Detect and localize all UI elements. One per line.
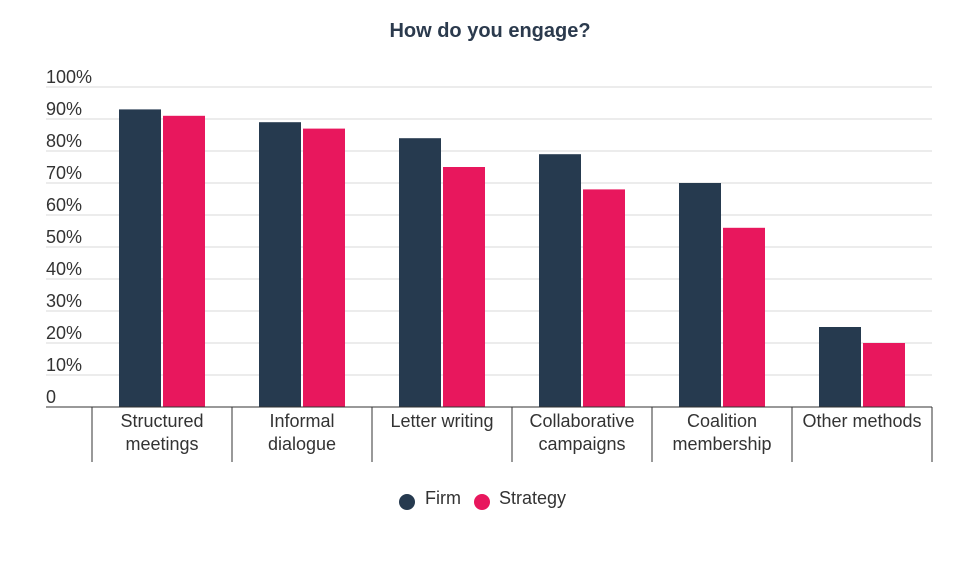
bar-strategy-2: [443, 167, 485, 407]
y-tick-label: 60%: [46, 195, 82, 215]
x-axis: [46, 406, 933, 462]
y-tick-label: 50%: [46, 227, 82, 247]
bar-strategy-4: [723, 227, 765, 407]
bar-firm-3: [539, 154, 581, 407]
bar-strategy-0: [163, 115, 205, 408]
y-tick-label: 90%: [46, 99, 82, 119]
bar-firm-4: [679, 183, 721, 407]
x-tick-label: Collaborative campaigns: [529, 411, 634, 454]
y-axis-ticks: 0 10% 20% 30% 40% 50% 60% 70% 80% 90% 100%: [46, 67, 92, 407]
y-tick-label: 20%: [46, 323, 82, 343]
bar-firm-2: [399, 138, 441, 407]
bar-strategy-3: [583, 189, 625, 407]
bar-strategy-1: [303, 128, 345, 407]
legend-label-strategy: Strategy: [499, 488, 566, 508]
y-tick-label: 80%: [46, 131, 82, 151]
x-axis-ticks: Structured meetings Informal dialogue Letter…: [120, 411, 921, 454]
bar-firm-5: [819, 327, 861, 407]
x-tick-label: Coalition membership: [672, 411, 771, 454]
chart-title: How do you engage?: [389, 20, 590, 42]
x-tick-label: Other methods: [802, 411, 921, 431]
bar-strategy-5: [863, 343, 905, 407]
y-tick-label: 40%: [46, 259, 82, 279]
x-tick-label: Informal dialogue: [268, 411, 336, 454]
legend-marker-strategy: [474, 494, 490, 510]
x-tick-label: Structured meetings: [120, 411, 203, 454]
y-tick-label: 70%: [46, 163, 82, 183]
y-tick-label: 100%: [46, 67, 92, 87]
bar-firm-0: [119, 109, 161, 408]
bars: [119, 109, 905, 408]
legend-label-firm: Firm: [425, 488, 461, 508]
y-tick-label: 30%: [46, 291, 82, 311]
bar-firm-1: [259, 122, 301, 407]
y-tick-label: 0: [46, 387, 56, 407]
legend: Firm Strategy: [399, 488, 566, 510]
x-tick-label: Letter writing: [390, 411, 493, 431]
legend-marker-firm: [399, 494, 415, 510]
y-tick-label: 10%: [46, 355, 82, 375]
